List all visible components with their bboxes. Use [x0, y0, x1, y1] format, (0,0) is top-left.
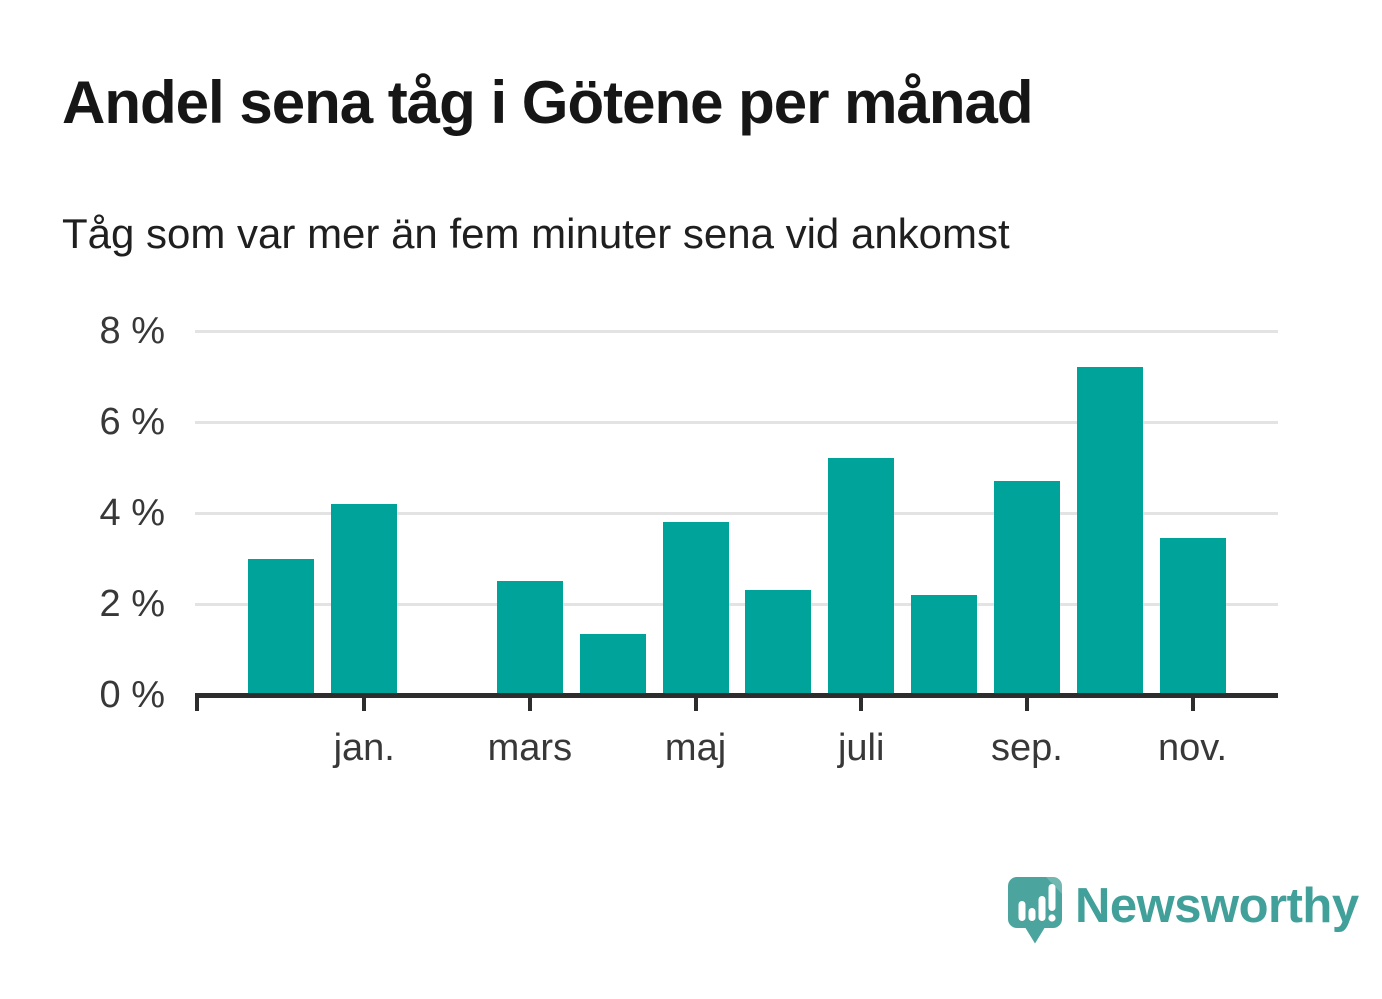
x-tick — [1190, 697, 1195, 711]
gridline — [195, 421, 1278, 424]
gridline — [195, 330, 1278, 333]
chart-subtitle: Tåg som var mer än fem minuter sena vid … — [62, 210, 1010, 257]
x-tick-label: mars — [487, 727, 573, 769]
gridline — [195, 512, 1278, 515]
x-tick-label: maj — [664, 727, 727, 769]
x-tick-label: nov. — [1158, 727, 1228, 769]
bar — [1076, 367, 1143, 695]
y-tick-label: 8 % — [99, 310, 165, 352]
plot-area — [195, 330, 1278, 711]
x-tick-label: sep. — [990, 727, 1063, 769]
bar — [496, 581, 563, 695]
bar — [662, 522, 729, 695]
bar — [248, 558, 315, 695]
x-tick — [1024, 697, 1029, 711]
bar — [331, 503, 398, 695]
gridline — [195, 603, 1278, 606]
x-tick-label: juli — [837, 727, 885, 769]
bar — [828, 458, 895, 695]
x-tick — [859, 697, 864, 711]
y-tick-label: 6 % — [99, 401, 165, 443]
x-tick-label: jan. — [333, 727, 395, 769]
newsworthy-logo: Newsworthy — [1008, 877, 1359, 945]
bar — [1159, 538, 1226, 695]
x-axis-line — [195, 693, 1278, 698]
y-tick-label: 2 % — [99, 583, 165, 625]
y-tick-label: 4 % — [99, 492, 165, 534]
newsworthy-logo-icon — [1008, 877, 1062, 944]
bar — [993, 481, 1060, 695]
chart-title: Andel sena tåg i Götene per månad — [62, 69, 1034, 136]
bar-chart: 0 % 2 % 4 % 6 % 8 % jan. mars maj juli sep. nov. — [0, 310, 1382, 811]
bar — [745, 590, 812, 695]
x-tick — [527, 697, 532, 711]
x-tick — [362, 697, 367, 711]
bar — [911, 594, 978, 695]
newsworthy-logo-text: Newsworthy — [1075, 879, 1359, 933]
x-axis-outer-tick — [195, 697, 199, 711]
x-tick — [693, 697, 698, 711]
y-tick-label: 0 % — [99, 674, 165, 716]
bar — [579, 633, 646, 695]
